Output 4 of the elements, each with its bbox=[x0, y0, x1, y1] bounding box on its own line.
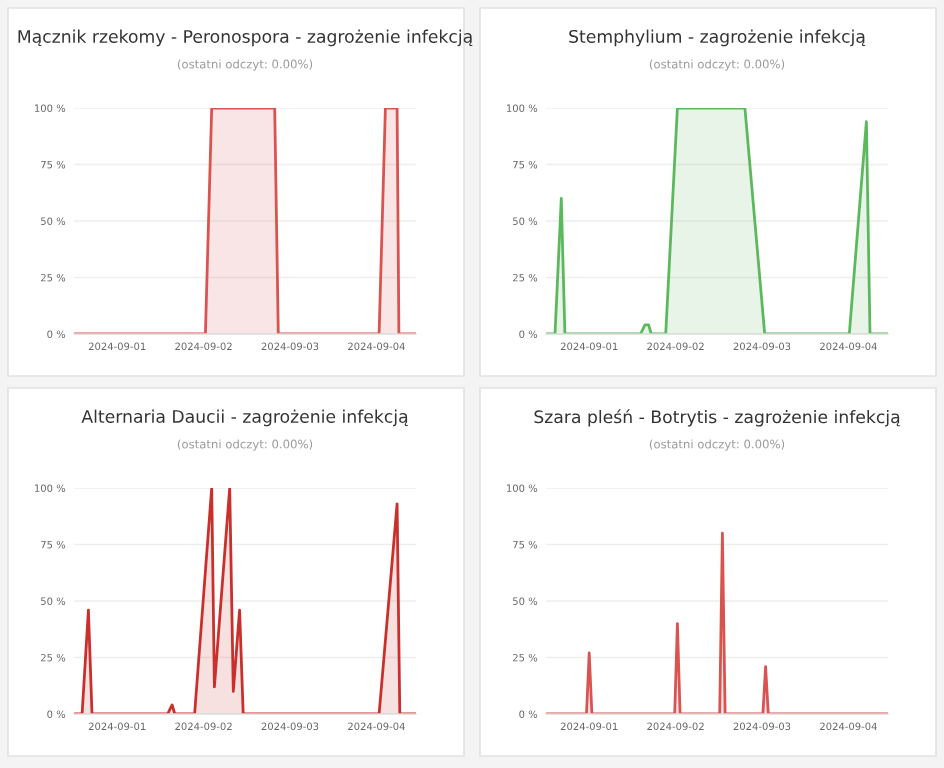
chart-title: Alternaria Daucii - zagrożenie infekcją bbox=[81, 409, 408, 427]
chart-title: Szara pleśń - Botrytis - zagrożenie infekcją bbox=[534, 409, 900, 427]
chart-title: Mącznik rzekomy - Peronospora - zagrożenie infekcją bbox=[18, 29, 473, 47]
chart-title: Stemphylium - zagrożenie infekcją bbox=[569, 29, 866, 47]
